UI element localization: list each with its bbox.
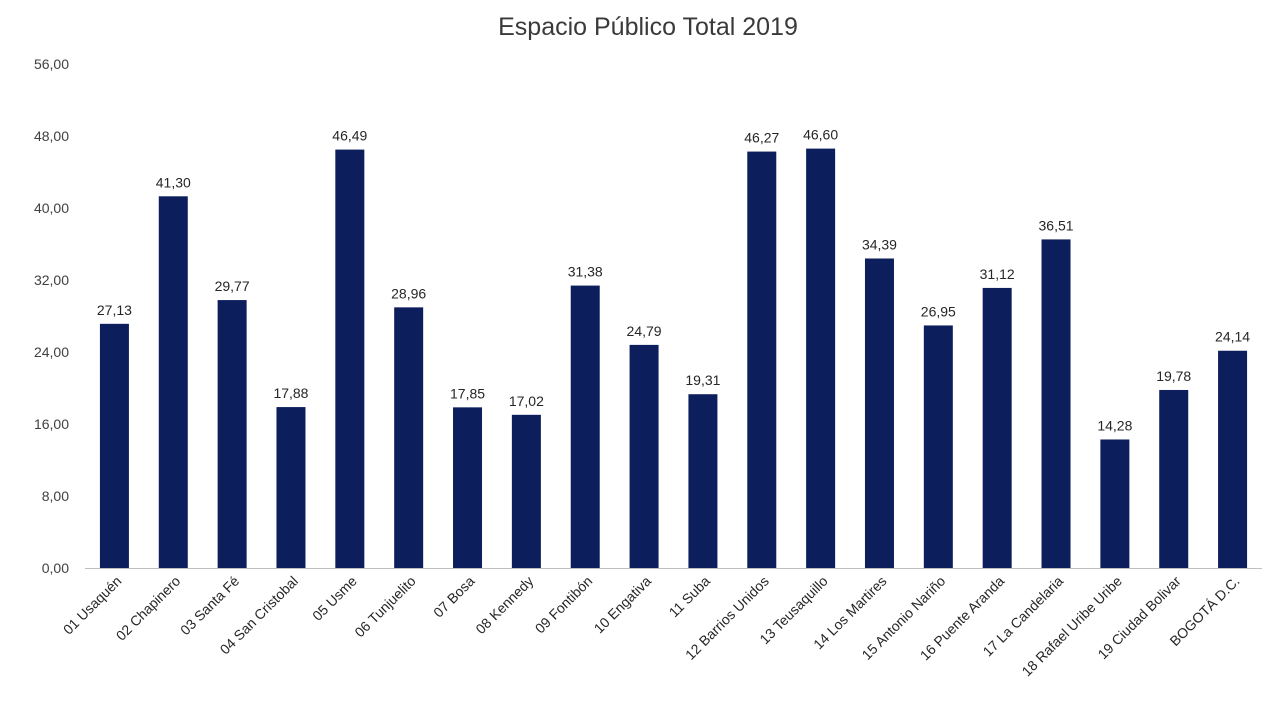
bar xyxy=(511,414,541,568)
data-label: 17,02 xyxy=(509,393,544,409)
x-tick-label: 10 Engativa xyxy=(591,573,655,637)
chart-title: Espacio Público Total 2019 xyxy=(498,13,798,41)
data-label: 17,85 xyxy=(450,385,485,401)
bar xyxy=(806,148,836,568)
data-label: 46,27 xyxy=(744,130,779,146)
bar xyxy=(99,323,129,568)
bar xyxy=(747,151,777,568)
x-tick-label: 07 Bosa xyxy=(430,573,478,621)
data-label: 19,78 xyxy=(1156,368,1191,384)
data-label: 19,31 xyxy=(685,372,720,388)
bar xyxy=(864,258,894,568)
y-tick-label: 32,00 xyxy=(34,272,69,288)
bar xyxy=(629,344,659,568)
data-label: 14,28 xyxy=(1097,417,1132,433)
bar xyxy=(217,300,247,568)
data-label: 46,49 xyxy=(332,128,367,144)
data-label: 31,38 xyxy=(568,264,603,280)
x-tick-label: 01 Usaquén xyxy=(60,573,125,638)
bar xyxy=(982,287,1012,568)
data-label: 31,12 xyxy=(980,266,1015,282)
x-tick-label: 09 Fontibón xyxy=(532,573,596,637)
bar xyxy=(453,407,483,568)
data-label: 24,79 xyxy=(627,323,662,339)
data-label: 29,77 xyxy=(215,278,250,294)
y-tick-label: 40,00 xyxy=(34,200,69,216)
x-tick-label: 06 Tunjuelito xyxy=(351,573,419,641)
y-tick-label: 48,00 xyxy=(34,128,69,144)
bar xyxy=(394,307,424,568)
bar xyxy=(688,394,718,568)
bar xyxy=(276,407,306,568)
x-tick-label: 05 Usme xyxy=(309,573,360,624)
bar xyxy=(923,325,953,568)
bar xyxy=(1100,439,1130,568)
y-tick-label: 24,00 xyxy=(34,344,69,360)
data-label: 27,13 xyxy=(97,302,132,318)
y-tick-label: 56,00 xyxy=(34,56,69,72)
y-tick-label: 16,00 xyxy=(34,416,69,432)
bar xyxy=(158,196,188,569)
data-labels-group: 27,13 41,30 29,77 17,88 46,49 28,96 17,85 17,02… xyxy=(97,127,1250,434)
bar xyxy=(570,285,600,568)
y-tick-label: 0,00 xyxy=(42,560,69,576)
y-tick-label: 8,00 xyxy=(42,488,69,504)
bar xyxy=(1218,350,1248,568)
y-axis: 0,00 8,00 16,00 24,00 32,00 40,00 48,00 56,00 xyxy=(34,56,69,576)
data-label: 34,39 xyxy=(862,236,897,252)
x-tick-label: 11 Suba xyxy=(666,573,714,621)
data-label: 41,30 xyxy=(156,174,191,190)
data-label: 36,51 xyxy=(1039,217,1074,233)
data-label: 46,60 xyxy=(803,127,838,143)
data-label: 17,88 xyxy=(273,385,308,401)
x-tick-label: 03 Santa Fé xyxy=(177,573,242,638)
x-tick-label: 18 Rafael Uribe Uribe xyxy=(1018,573,1125,680)
data-label: 24,14 xyxy=(1215,329,1250,345)
bars-group xyxy=(99,148,1248,569)
data-label: 28,96 xyxy=(391,285,426,301)
data-label: 26,95 xyxy=(921,303,956,319)
bar xyxy=(1041,239,1071,568)
x-tick-label: 08 Kennedy xyxy=(472,573,536,637)
bar xyxy=(1159,389,1189,568)
bar xyxy=(335,149,365,568)
